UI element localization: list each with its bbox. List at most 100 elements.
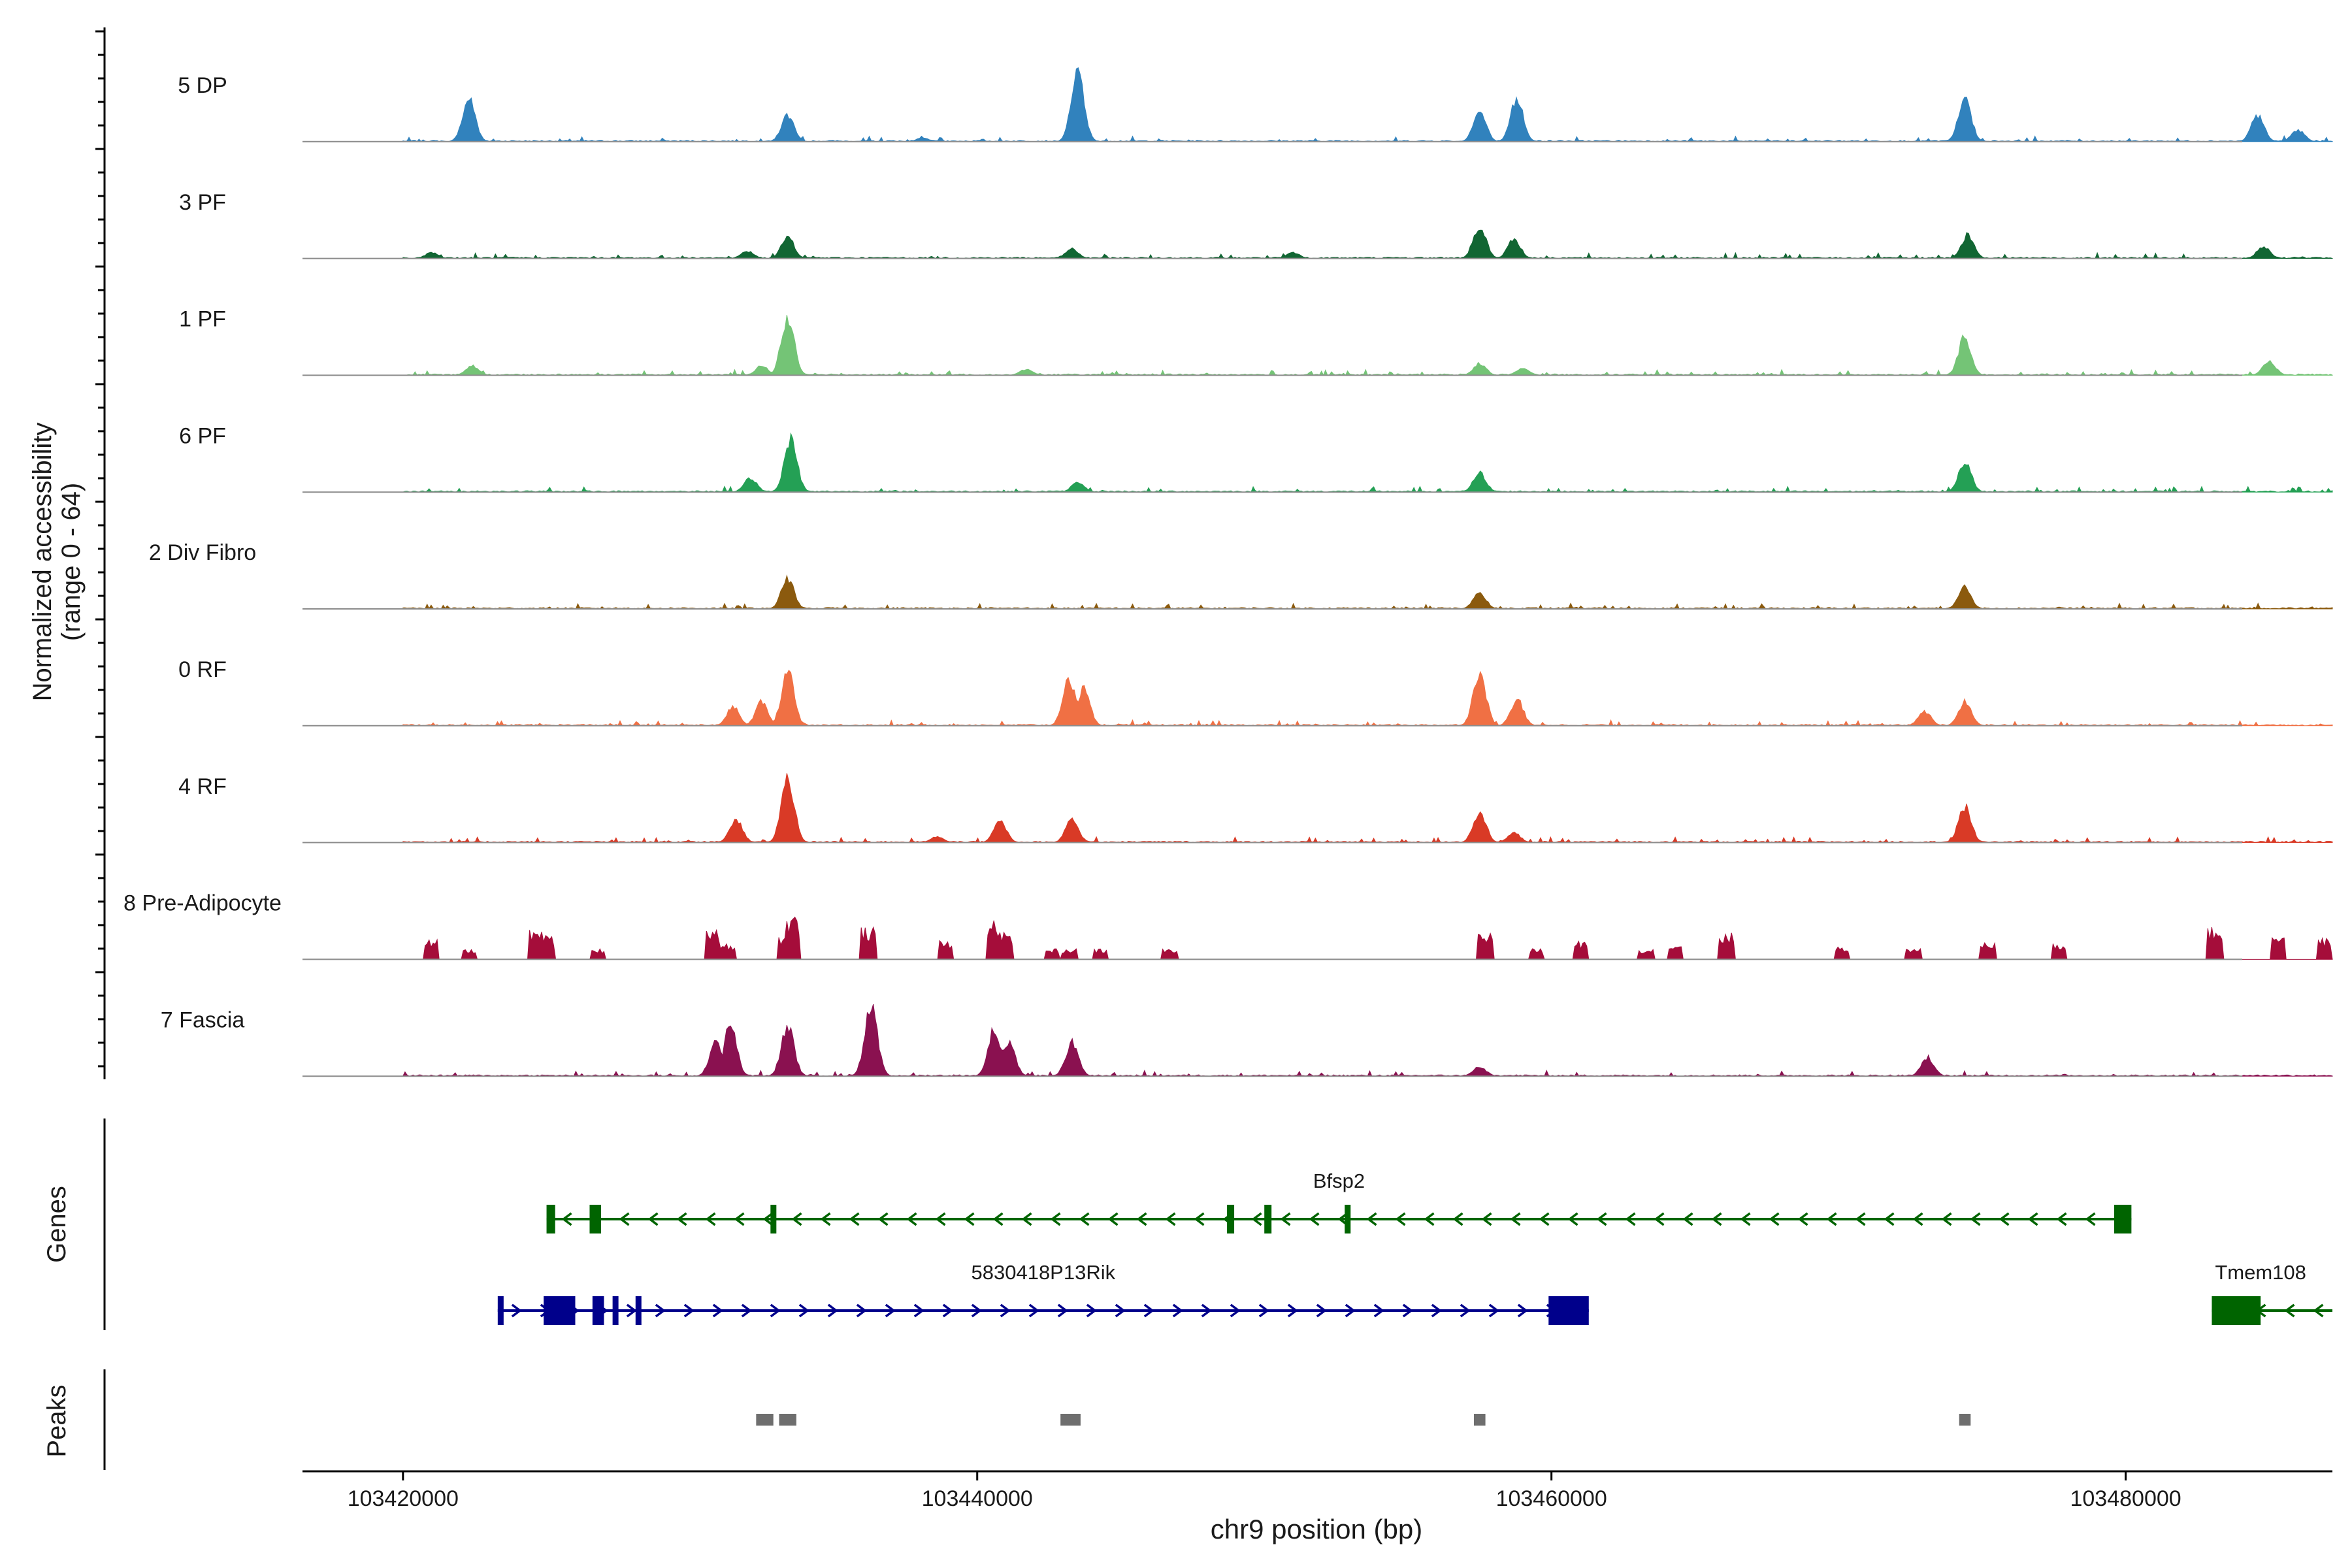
strand-arrow — [1682, 1212, 1693, 1226]
strand-arrow — [626, 1303, 637, 1318]
strand-arrow — [1136, 1212, 1147, 1226]
strand-arrow — [1230, 1303, 1241, 1318]
gene-annotations: Bfsp2 5830418P13Rik Tmem108 — [497, 1169, 2332, 1325]
strand-arrow — [1115, 1303, 1126, 1318]
strand-arrow — [964, 1212, 975, 1226]
strand-arrow — [762, 1212, 774, 1226]
strand-arrow — [1711, 1212, 1722, 1226]
peaks-section-label: Peaks — [42, 1384, 71, 1457]
strand-arrow — [511, 1303, 522, 1318]
x-tick-label: 103460000 — [1496, 1486, 1607, 1511]
gene-exon — [592, 1296, 604, 1325]
gene-exon — [635, 1296, 642, 1325]
track-label: 7 Fascia — [161, 1007, 245, 1032]
y-axis-label-line1: Normalized accessibility — [28, 423, 57, 702]
strand-arrow — [1596, 1212, 1607, 1226]
strand-arrow — [1373, 1303, 1384, 1318]
track-coverage — [402, 432, 2333, 493]
gene-exon — [497, 1296, 504, 1325]
strand-arrow — [1884, 1212, 1895, 1226]
strand-arrow — [676, 1212, 687, 1226]
strand-arrow — [1539, 1212, 1550, 1226]
x-tick-label: 103420000 — [348, 1486, 459, 1511]
strand-arrow — [1258, 1303, 1269, 1318]
strand-arrow — [1797, 1212, 1808, 1226]
strand-arrow — [734, 1212, 745, 1226]
strand-arrow — [770, 1303, 781, 1318]
strand-arrow — [791, 1212, 802, 1226]
strand-arrow — [971, 1303, 982, 1318]
coverage-y-axis-ticks — [95, 30, 105, 1068]
strand-arrow — [683, 1303, 694, 1318]
strand-arrow — [1460, 1303, 1471, 1318]
strand-arrow — [1510, 1212, 1521, 1226]
strand-arrow — [913, 1303, 924, 1318]
track-coverage — [402, 229, 2333, 259]
track-label: 5 DP — [178, 73, 227, 98]
gene-exon — [770, 1205, 777, 1233]
gene-exon — [1264, 1205, 1272, 1233]
strand-arrow — [1517, 1303, 1528, 1318]
peak-region — [1474, 1414, 1486, 1426]
strand-arrow — [1000, 1303, 1011, 1318]
strand-arrow — [1086, 1303, 1097, 1318]
strand-arrow — [1366, 1212, 1377, 1226]
track-label: 3 PF — [179, 190, 226, 215]
gene-exon — [2114, 1205, 2132, 1233]
track-label: 1 PF — [179, 307, 226, 332]
strand-arrow — [1251, 1212, 1262, 1226]
strand-arrow — [2056, 1212, 2067, 1226]
strand-arrow — [1165, 1212, 1176, 1226]
strand-arrow — [741, 1303, 752, 1318]
track-coverage — [402, 670, 2333, 727]
strand-arrow — [1057, 1303, 1068, 1318]
x-axis-ticks: 103420000 103440000 103460000 103480000 — [348, 1471, 2181, 1511]
strand-arrow — [619, 1212, 630, 1226]
gene-exon — [589, 1205, 602, 1233]
strand-arrow — [1194, 1212, 1205, 1226]
strand-arrow — [1143, 1303, 1154, 1318]
strand-arrow — [1316, 1303, 1327, 1318]
track-label: 6 PF — [179, 423, 226, 448]
y-axis-label-line2: (range 0 - 64) — [57, 483, 86, 641]
strand-arrow — [1395, 1212, 1406, 1226]
strand-arrow — [1201, 1303, 1212, 1318]
strand-arrow — [885, 1303, 896, 1318]
peak-region — [1060, 1414, 1081, 1426]
strand-arrow — [856, 1303, 867, 1318]
track-coverage — [402, 1004, 2333, 1077]
strand-arrow — [1079, 1212, 1090, 1226]
track-label: 4 RF — [178, 774, 227, 799]
strand-arrow — [1481, 1212, 1492, 1226]
track-coverage — [402, 67, 2333, 142]
strand-arrow — [942, 1303, 953, 1318]
strand-arrow — [820, 1212, 831, 1226]
strand-arrow — [1912, 1212, 1923, 1226]
x-tick-label: 103480000 — [2070, 1486, 2181, 1511]
peak-region — [779, 1414, 796, 1426]
gene-exon — [612, 1296, 619, 1325]
strand-arrow — [1402, 1303, 1413, 1318]
strand-arrow — [1424, 1212, 1435, 1226]
gene-exon — [1548, 1296, 1589, 1325]
strand-arrow — [827, 1303, 838, 1318]
gene-exon — [546, 1205, 555, 1233]
strand-arrow — [849, 1212, 860, 1226]
strand-arrow — [1855, 1212, 1866, 1226]
strand-arrow — [1107, 1212, 1119, 1226]
strand-arrow — [1740, 1212, 1751, 1226]
strand-arrow — [1431, 1303, 1442, 1318]
peak-region — [1959, 1414, 1971, 1426]
strand-arrow — [992, 1212, 1004, 1226]
strand-arrow — [1826, 1212, 1837, 1226]
track-label: 8 Pre-Adipocyte — [123, 891, 282, 916]
strand-arrow — [1280, 1212, 1291, 1226]
strand-arrow — [1452, 1212, 1463, 1226]
strand-arrow — [1567, 1212, 1578, 1226]
track-label: 2 Div Fibro — [149, 540, 256, 565]
track-coverage — [402, 773, 2333, 843]
gene-exon — [2212, 1296, 2261, 1325]
x-axis-label: chr9 position (bp) — [1211, 1514, 1423, 1544]
strand-arrow — [1970, 1212, 1981, 1226]
